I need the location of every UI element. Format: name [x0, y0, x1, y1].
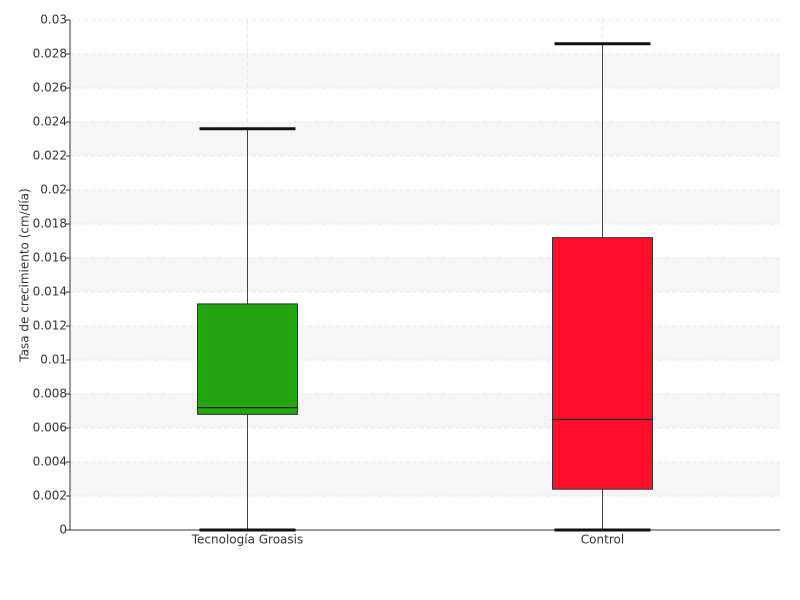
y-tick-label: 0.018 [33, 217, 67, 231]
y-tick-label: 0.012 [33, 319, 67, 333]
y-tick-label: 0.002 [33, 489, 67, 503]
grid-band [70, 122, 780, 156]
x-tick-label: Tecnología Groasis [191, 533, 304, 547]
grid-band [70, 462, 780, 496]
y-axis-label: Tasa de crecimiento (cm/día) [18, 188, 32, 362]
y-tick-label: 0.01 [40, 353, 67, 367]
y-tick-label: 0.006 [33, 421, 67, 435]
y-tick-label: 0.026 [33, 81, 67, 95]
x-tick-label: Control [581, 533, 624, 547]
y-tick-label: 0.004 [33, 455, 67, 469]
y-tick-label: 0.014 [33, 285, 67, 299]
grid-band [70, 190, 780, 224]
y-tick-label: 0.024 [33, 115, 67, 129]
y-tick-label: 0 [59, 523, 67, 537]
y-tick-label: 0.016 [33, 251, 67, 265]
box [552, 237, 653, 490]
y-tick-label: 0.028 [33, 47, 67, 61]
y-tick-label: 0.022 [33, 149, 67, 163]
grid-band [70, 54, 780, 88]
grid-band [70, 326, 780, 360]
grid-band [70, 258, 780, 292]
y-tick-label: 0.03 [40, 13, 67, 27]
y-tick-label: 0.02 [40, 183, 67, 197]
grid-band [70, 394, 780, 428]
box [197, 303, 298, 415]
y-tick-label: 0.008 [33, 387, 67, 401]
